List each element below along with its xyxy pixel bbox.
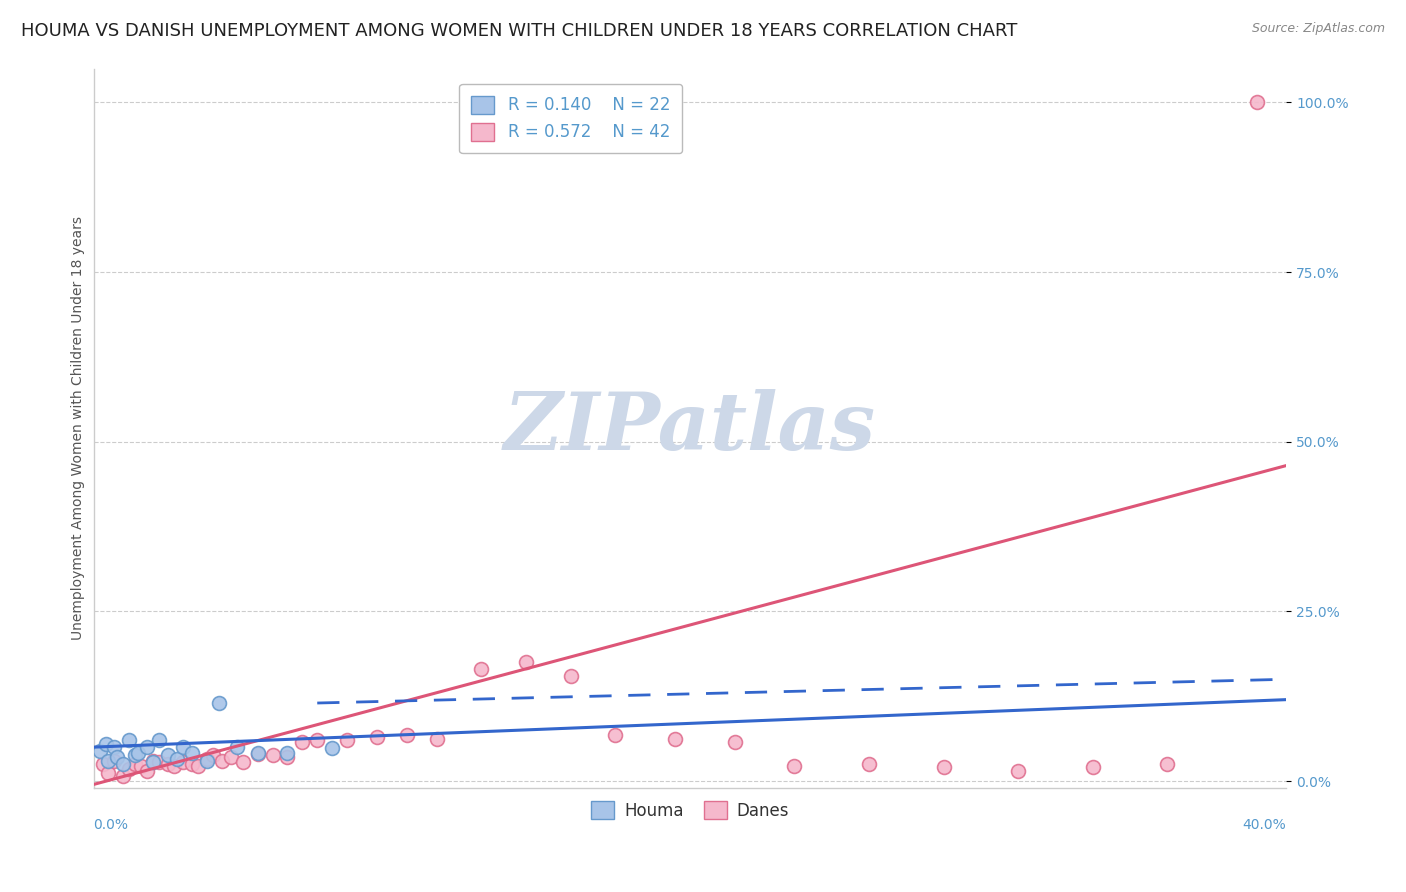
Point: [127, 746, 149, 760]
Point: [1246, 95, 1268, 110]
Point: [246, 746, 269, 760]
Point: [932, 760, 955, 774]
Text: Source: ZipAtlas.com: Source: ZipAtlas.com: [1251, 22, 1385, 36]
Point: [103, 754, 125, 768]
Legend: Houma, Danes: Houma, Danes: [583, 794, 796, 826]
Point: [157, 757, 180, 772]
Point: [395, 728, 418, 742]
Point: [103, 740, 125, 755]
Point: [291, 735, 314, 749]
Point: [112, 769, 135, 783]
Point: [321, 741, 343, 756]
Y-axis label: Unemployment Among Women with Children Under 18 years: Unemployment Among Women with Children U…: [72, 216, 86, 640]
Point: [163, 759, 186, 773]
Point: [124, 757, 146, 772]
Point: [195, 754, 218, 768]
Point: [97, 754, 120, 768]
Point: [157, 748, 180, 763]
Point: [560, 669, 582, 683]
Point: [724, 735, 747, 749]
Point: [172, 755, 194, 769]
Point: [94, 737, 117, 751]
Point: [307, 733, 329, 747]
Point: [142, 754, 165, 768]
Point: [232, 755, 254, 769]
Point: [276, 746, 298, 760]
Point: [118, 762, 141, 776]
Point: [148, 755, 170, 769]
Point: [118, 733, 141, 747]
Point: [470, 662, 492, 676]
Point: [246, 747, 269, 761]
Point: [262, 748, 284, 763]
Point: [136, 740, 159, 755]
Point: [166, 752, 188, 766]
Point: [107, 750, 129, 764]
Point: [336, 733, 359, 747]
Point: [1081, 760, 1104, 774]
Point: [201, 748, 224, 763]
Text: ZIPatlas: ZIPatlas: [503, 390, 876, 467]
Point: [195, 752, 218, 766]
Point: [97, 765, 120, 780]
Point: [89, 743, 111, 757]
Point: [1007, 764, 1029, 778]
Point: [858, 757, 880, 772]
Point: [136, 764, 159, 778]
Point: [181, 757, 204, 772]
Point: [664, 731, 686, 746]
Point: [148, 733, 170, 747]
Text: HOUMA VS DANISH UNEMPLOYMENT AMONG WOMEN WITH CHILDREN UNDER 18 YEARS CORRELATIO: HOUMA VS DANISH UNEMPLOYMENT AMONG WOMEN…: [21, 22, 1018, 40]
Point: [208, 696, 231, 710]
Point: [142, 755, 165, 769]
Point: [1156, 757, 1178, 772]
Point: [783, 759, 806, 773]
Text: 0.0%: 0.0%: [94, 818, 128, 832]
Point: [112, 757, 135, 772]
Point: [515, 655, 537, 669]
Point: [211, 754, 233, 768]
Point: [366, 730, 388, 744]
Point: [129, 759, 152, 773]
Point: [605, 728, 627, 742]
Point: [91, 757, 114, 772]
Point: [124, 748, 146, 763]
Point: [172, 740, 194, 755]
Point: [425, 731, 447, 746]
Point: [187, 759, 209, 773]
Point: [276, 750, 298, 764]
Text: 40.0%: 40.0%: [1243, 818, 1286, 832]
Point: [219, 750, 242, 764]
Point: [181, 746, 204, 760]
Point: [225, 740, 247, 755]
